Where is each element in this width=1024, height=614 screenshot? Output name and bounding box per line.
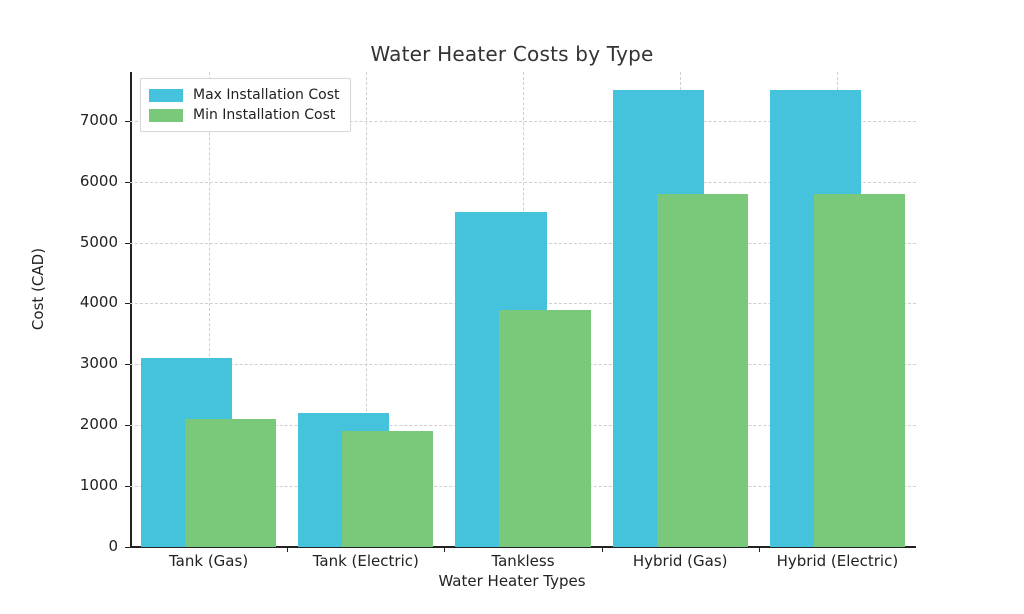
vertical-gridline <box>365 72 367 547</box>
x-tick-label: Tank (Electric) <box>312 552 419 570</box>
y-tick-label: 5000 <box>79 232 118 251</box>
x-axis-label: Water Heater Types <box>438 572 586 590</box>
vertical-gridline <box>208 72 210 547</box>
y-tick-mark <box>125 425 130 427</box>
legend-item-min: Min Installation Cost <box>149 105 340 125</box>
legend-label-min: Min Installation Cost <box>193 107 336 123</box>
legend-swatch-max-icon <box>149 88 183 102</box>
plot-area <box>130 72 916 552</box>
y-tick-label: 6000 <box>79 171 118 190</box>
bar-min-installation-cost <box>185 419 277 547</box>
x-tick-label: Tankless <box>491 552 555 570</box>
y-tick-label: 4000 <box>79 293 118 312</box>
x-tick-mark <box>758 547 760 552</box>
y-tick-mark <box>125 486 130 488</box>
bar-min-installation-cost <box>813 193 905 547</box>
y-tick-mark <box>125 181 130 183</box>
y-tick-mark <box>125 120 130 122</box>
legend-item-max: Max Installation Cost <box>149 85 340 105</box>
y-tick-mark <box>125 303 130 305</box>
x-tick-label: Tank (Gas) <box>169 552 249 570</box>
bar-min-installation-cost <box>342 431 434 547</box>
bar-min-installation-cost <box>499 309 591 547</box>
legend-swatch-min-icon <box>149 108 183 122</box>
y-tick-label: 1000 <box>79 476 118 495</box>
x-tick-label: Hybrid (Gas) <box>632 552 728 570</box>
y-tick-mark <box>125 547 130 548</box>
x-tick-label: Hybrid (Electric) <box>776 552 899 570</box>
y-tick-mark <box>125 364 130 366</box>
bar-min-installation-cost <box>656 193 748 547</box>
x-tick-mark <box>601 547 603 552</box>
x-tick-mark <box>444 547 446 552</box>
legend-label-max: Max Installation Cost <box>193 87 340 103</box>
legend: Max Installation Cost Min Installation C… <box>140 78 351 132</box>
y-tick-label: 2000 <box>79 415 118 434</box>
x-tick-mark <box>287 547 289 552</box>
page-title: Water Heater Costs by Type <box>370 42 654 66</box>
y-tick-label: 7000 <box>79 110 118 129</box>
y-axis-spine <box>130 72 132 547</box>
y-tick-label: 3000 <box>79 354 118 373</box>
y-axis-label: Cost (CAD) <box>29 247 47 331</box>
y-tick-mark <box>125 242 130 244</box>
y-tick-label: 0 <box>108 537 118 555</box>
